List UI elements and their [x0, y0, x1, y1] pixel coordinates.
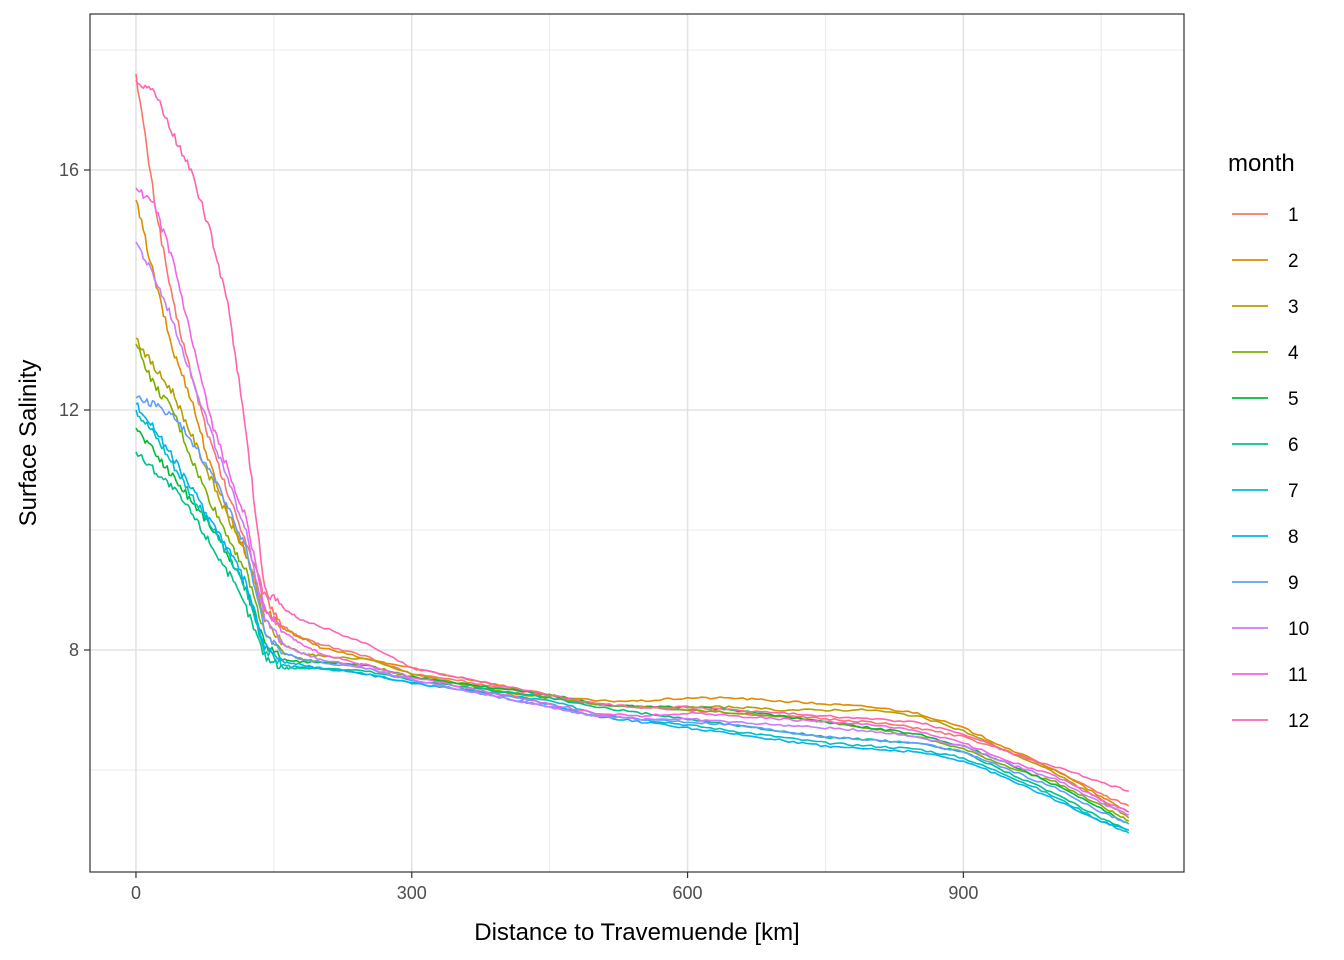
x-tick-label: 900	[948, 883, 978, 903]
legend-label-month-2: 2	[1288, 251, 1299, 272]
x-tick-label: 300	[397, 883, 427, 903]
legend-label-month-9: 9	[1288, 573, 1299, 594]
legend-label-month-6: 6	[1288, 435, 1299, 456]
legend-label-month-1: 1	[1288, 205, 1299, 226]
series-line-month-8	[135, 402, 1129, 831]
grid-major	[90, 14, 1184, 872]
legend-title: month	[1228, 150, 1295, 177]
legend-label-month-11: 11	[1288, 665, 1308, 686]
plot-panel-border	[89, 13, 1185, 873]
series-lines	[135, 73, 1130, 834]
legend-label-month-3: 3	[1288, 297, 1299, 318]
legend-label-month-12: 12	[1288, 711, 1309, 732]
x-tick-label: 600	[673, 883, 703, 903]
series-line-month-12	[135, 79, 1129, 792]
grid-minor	[90, 14, 1184, 872]
legend-label-month-7: 7	[1288, 481, 1299, 502]
legend-label-month-4: 4	[1288, 343, 1299, 364]
legend-label-month-5: 5	[1288, 389, 1299, 410]
series-line-month-1	[135, 73, 1130, 807]
series-line-month-10	[135, 241, 1130, 816]
x-axis-title: Distance to Travemuende [km]	[474, 919, 799, 946]
legend-label-month-8: 8	[1288, 527, 1299, 548]
x-tick-label: 0	[131, 883, 141, 903]
legend-label-month-10: 10	[1288, 619, 1309, 640]
y-tick-label: 16	[59, 160, 79, 180]
y-axis: 8 12 16	[59, 160, 90, 660]
y-tick-label: 8	[69, 640, 79, 660]
plot-panel-background	[90, 14, 1184, 872]
y-tick-label: 12	[59, 400, 79, 420]
y-axis-title: Surface Salinity	[15, 360, 42, 527]
x-axis: 0 300 600 900	[131, 872, 978, 903]
series-line-month-11	[135, 187, 1130, 813]
